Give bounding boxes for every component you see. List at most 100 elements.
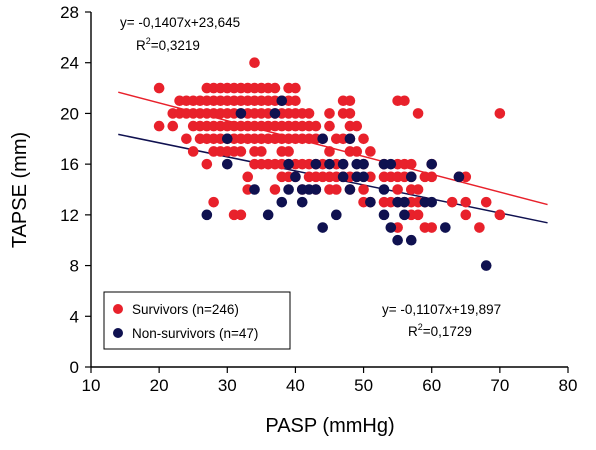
survivor-point — [351, 120, 363, 132]
survivor-point — [324, 120, 335, 132]
survivors-r-squared: R2=0,3219 — [136, 36, 200, 53]
non-survivor-point — [405, 171, 417, 183]
plot-area — [90, 12, 568, 368]
non-survivors-r-squared: R2=0,1729 — [408, 322, 472, 339]
survivor-point — [153, 82, 165, 94]
x-tick-label: 10 — [82, 376, 101, 395]
non-survivor-point — [385, 222, 397, 233]
survivor-point — [269, 82, 281, 94]
survivor-point — [426, 222, 438, 233]
non-survivor-point — [296, 196, 308, 208]
y-tick-label: 0 — [70, 358, 79, 377]
survivor-point — [208, 196, 219, 208]
non-survivor-point — [344, 133, 356, 145]
non-survivor-point — [262, 209, 274, 221]
non-survivor-point — [310, 184, 322, 195]
non-survivor-point — [440, 222, 451, 233]
survivors-equation: y= -0,1407x+23,645 — [120, 15, 240, 30]
survivor-point — [153, 120, 165, 132]
survivor-point — [290, 95, 301, 107]
survivor-point — [426, 171, 438, 183]
non-survivor-point — [337, 158, 349, 170]
survivor-point — [494, 108, 506, 119]
survivor-point — [405, 158, 417, 170]
survivor-point — [399, 95, 410, 107]
survivor-point — [358, 133, 369, 145]
non-survivor-point — [453, 171, 465, 183]
non-survivor-point — [426, 196, 438, 208]
survivors-r2-exponent: 2 — [146, 36, 151, 46]
non-survivor-point — [480, 260, 492, 271]
legend-survivors-label: Survivors (n=246) — [132, 302, 239, 317]
non-survivor-point — [405, 234, 417, 246]
survivor-point — [269, 184, 281, 195]
x-tick-label: 30 — [218, 376, 237, 395]
survivor-point — [283, 146, 294, 157]
legend: Survivors (n=246) Non-survivors (n=47) — [103, 291, 291, 350]
data-points — [153, 57, 506, 271]
survivor-point — [249, 57, 260, 69]
non-survivor-point — [358, 158, 369, 170]
non-survivor-point — [392, 234, 403, 246]
y-tick-label: 8 — [70, 257, 79, 276]
survivor-point — [412, 209, 424, 221]
legend-survivors-marker — [113, 304, 123, 314]
survivor-point — [365, 146, 376, 157]
survivor-point — [303, 108, 315, 119]
non-survivor-point — [358, 171, 369, 183]
survivor-point — [187, 146, 199, 157]
y-tick-label: 16 — [60, 155, 79, 174]
survivor-point — [474, 222, 485, 233]
non-survivor-point — [283, 158, 294, 170]
non-survivor-point — [276, 196, 288, 208]
survivor-point — [392, 184, 403, 195]
y-tick-label: 20 — [60, 104, 79, 123]
non-survivor-point — [310, 158, 322, 170]
non-survivor-point — [378, 184, 390, 195]
non-survivor-point — [344, 184, 356, 195]
x-axis-title: PASP (mmHg) — [265, 415, 394, 437]
survivor-point — [256, 146, 267, 157]
survivor-point — [351, 146, 363, 157]
survivor-point — [290, 82, 301, 94]
survivor-point — [324, 108, 335, 119]
non-survivors-r2-prefix: R — [408, 324, 418, 339]
y-axis-title: TAPSE (mm) — [9, 132, 31, 248]
y-tick-label: 24 — [60, 54, 79, 73]
survivor-point — [358, 184, 369, 195]
non-survivor-point — [276, 95, 288, 107]
survivors-r2-prefix: R — [136, 38, 146, 53]
non-survivor-point — [283, 184, 294, 195]
x-tick-label: 80 — [559, 376, 578, 395]
legend-box — [103, 291, 291, 350]
y-tick-label: 12 — [60, 206, 79, 225]
x-tick-label: 40 — [286, 376, 305, 395]
survivor-point — [235, 146, 247, 157]
non-survivor-point — [337, 171, 349, 183]
survivor-point — [310, 120, 322, 132]
non-survivor-point — [290, 171, 301, 183]
non-survivor-point — [331, 209, 342, 221]
survivor-point — [460, 196, 472, 208]
survivors-r2-value: =0,3219 — [151, 38, 200, 53]
non-survivor-point — [235, 108, 247, 119]
non-survivor-point — [324, 158, 335, 170]
x-tick-label: 70 — [490, 376, 509, 395]
y-axis-ticks: 0 4 8 12 16 20 24 28 — [60, 3, 91, 377]
non-survivor-point — [399, 209, 410, 221]
survivor-point — [344, 95, 356, 107]
y-tick-label: 28 — [60, 3, 79, 22]
non-survivor-point — [221, 133, 233, 145]
non-survivor-point — [365, 196, 376, 208]
survivor-point — [446, 196, 458, 208]
survivor-point — [324, 146, 335, 157]
non-survivor-point — [317, 133, 328, 145]
x-tick-label: 50 — [354, 376, 373, 395]
survivor-point — [331, 184, 342, 195]
non-survivor-point — [201, 209, 213, 221]
survivor-point — [235, 209, 247, 221]
non-survivors-r2-value: =0,1729 — [423, 324, 472, 339]
non-survivors-equation: y= -0,1107x+19,897 — [382, 302, 501, 317]
legend-non-survivors-label: Non-survivors (n=47) — [132, 326, 258, 341]
